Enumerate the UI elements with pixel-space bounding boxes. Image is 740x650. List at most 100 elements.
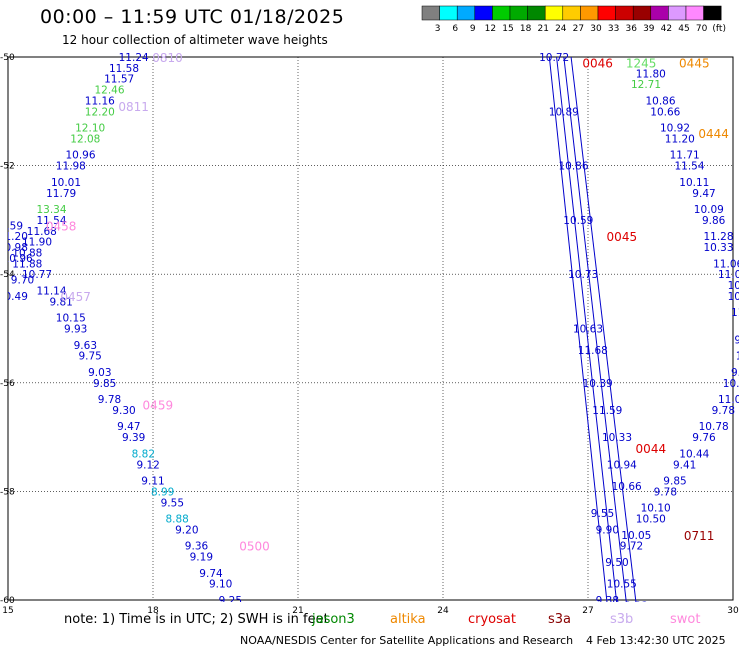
wave-height-label: 10.10 (641, 503, 671, 515)
wave-height-label: 10.49 (0, 291, 28, 303)
wave-height-label: 9.86 (702, 215, 726, 227)
pass-time-label: 0457 (60, 290, 91, 304)
wave-height-label: 11.79 (46, 188, 76, 200)
x-tick-label: 21 (292, 606, 303, 616)
y-tick-label: -52 (0, 162, 15, 172)
wave-height-label: 9.63 (74, 340, 97, 352)
wave-height-label: 11.8 (731, 307, 740, 319)
colorbar-label: 3 (435, 24, 441, 34)
wave-height-label: 8.82 (132, 448, 155, 460)
wave-height-label: 9.55 (591, 508, 614, 520)
satellite-s3b: s3b (610, 612, 634, 627)
wave-height-label: 9.36 (185, 541, 209, 553)
wave-height-label: 11.68 (27, 226, 57, 238)
pass-time-label: 0444 (698, 127, 729, 141)
wave-height-label: 9.78 (98, 394, 121, 406)
wave-height-label: 11.57 (104, 74, 134, 86)
colorbar-label: 45 (678, 24, 689, 34)
wave-height-label: 9.90 (596, 524, 619, 536)
pass-time-label: 1245 (626, 56, 657, 70)
wave-height-label: 12.10 (75, 123, 105, 135)
x-tick-label: 24 (437, 606, 449, 616)
wave-height-label: 10.01 (51, 177, 81, 189)
wave-height-label: 10.96 (65, 150, 95, 162)
wave-height-label: 10.89 (549, 106, 579, 118)
wave-height-label: 9.74 (199, 568, 223, 580)
wave-height-label: 10.33 (602, 432, 632, 444)
wave-height-label: 10.72 (539, 52, 569, 64)
pass-time-label: 0811 (118, 100, 149, 114)
y-tick-label: -58 (0, 487, 15, 497)
wave-height-label: 8.99 (151, 486, 174, 498)
x-tick-label: 27 (582, 606, 593, 616)
wave-height-label: 11.58 (109, 63, 139, 75)
pass-time-label: 0810 (152, 51, 183, 65)
wave-height-label: 10.66 (650, 106, 680, 118)
satellite-jason3: jason3 (312, 612, 355, 627)
colorbar-label: (ft) (712, 24, 726, 34)
colorbar-label: 21 (537, 24, 548, 34)
wave-height-label: 9.65 (731, 367, 740, 379)
wave-height-label: 9.78 (712, 405, 735, 417)
wave-height-label: 9.85 (93, 378, 116, 390)
plot-frame (7, 56, 734, 601)
wave-height-label: 9.72 (620, 541, 643, 553)
wave-height-label: 9.93 (64, 324, 87, 336)
colorbar-label: 12 (485, 24, 496, 34)
wave-height-label: 9.47 (117, 421, 140, 433)
wave-height-label: 9.25 (219, 595, 242, 607)
wave-height-label: 9.20 (175, 524, 198, 536)
y-tick-label: -56 (0, 379, 15, 389)
colorbar-label: 6 (452, 24, 458, 34)
wave-height-label: 9.19 (190, 552, 213, 564)
wave-height-label: 9.33 (625, 600, 648, 612)
wave-height-label: 11.59 (592, 405, 622, 417)
wave-height-label: 10.63 (573, 324, 603, 336)
wave-height-label: 11.20 (665, 133, 695, 145)
colorbar-label: 15 (502, 24, 513, 34)
pass-time-label: 0711 (684, 529, 715, 543)
wave-height-label: 11.14 (36, 285, 66, 297)
wave-height-label: 12.71 (631, 79, 661, 91)
wave-height-label: 9.70 (11, 275, 34, 287)
wave-height-label: 9.76 (692, 432, 716, 444)
x-tick-label: 15 (2, 606, 13, 616)
x-tick-label: 30 (727, 606, 739, 616)
wave-height-label: 10.66 (612, 481, 642, 493)
wave-height-label: 9.38 (596, 595, 619, 607)
colorbar-label: 18 (520, 24, 532, 34)
wave-height-label: 10.39 (723, 378, 740, 390)
y-tick-label: -50 (0, 53, 15, 63)
wave-height-label: 10.55 (607, 579, 637, 591)
wave-height-label: 10.09 (694, 204, 724, 216)
chart-subtitle: 12 hour collection of altimeter wave hei… (62, 33, 328, 47)
wave-height-label: 9.10 (209, 579, 232, 591)
colorbar-label: 9 (470, 24, 476, 34)
wave-height-label: 11.59 (0, 220, 23, 232)
wave-height-label: 9.12 (136, 459, 159, 471)
wave-height-label: 10.11 (679, 177, 709, 189)
colorbar-label: 70 (696, 24, 708, 34)
color-scale-bar: 3 6 9 12 15 18 21 24 27 30 33 36 39 42 45 70 (ft) (421, 5, 726, 34)
wave-height-label: 9.50 (605, 557, 628, 569)
pass-time-label: 0459 (143, 399, 174, 413)
colorbar-label: 39 (643, 24, 655, 34)
wave-height-label: 10.50 (636, 514, 666, 526)
satellite-swot: swot (670, 612, 701, 627)
satellite-track-line (556, 56, 618, 602)
pass-time-label: 0044 (636, 442, 667, 456)
wave-height-label: 9.39 (122, 432, 145, 444)
wave-height-label: 11.54 (674, 161, 704, 173)
pass-time-label: 0045 (607, 230, 638, 244)
wave-height-label: 10.44 (679, 448, 709, 460)
wave-height-label: 11.68 (578, 345, 608, 357)
wave-height-label: 12.20 (85, 106, 115, 118)
wave-height-label: 9.03 (88, 367, 111, 379)
wave-height-label: 9.30 (112, 405, 135, 417)
wave-height-label: 10.78 (699, 421, 729, 433)
satellite-track-line (548, 56, 608, 602)
satellite-s3a: s3a (548, 612, 572, 627)
wave-height-label: 9.85 (663, 476, 686, 488)
satellite-cryosat: cryosat (468, 612, 516, 627)
wave-height-label: 12.08 (70, 133, 100, 145)
